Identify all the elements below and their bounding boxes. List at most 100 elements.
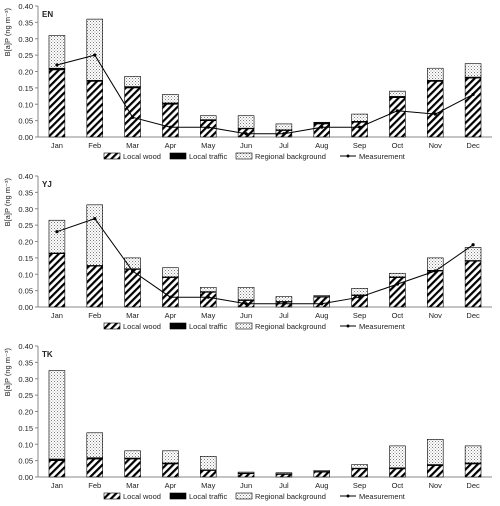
x-tick-label: Mar	[126, 141, 139, 150]
y-tick-label: 0.35	[18, 18, 33, 27]
bar-local-wood	[464, 77, 482, 138]
bar-regional-background	[464, 63, 482, 78]
bar-regional-background	[200, 115, 217, 120]
bar-local-wood	[427, 81, 444, 138]
bar-local-wood	[275, 474, 293, 478]
legend-label: Local traffic	[189, 152, 227, 161]
x-tick-label: Aug	[315, 141, 328, 150]
x-tick-label: Jul	[279, 481, 289, 490]
measurement-line	[56, 54, 474, 135]
bar-local-wood	[86, 458, 103, 478]
bar-regional-background	[313, 470, 330, 472]
bar-local-wood	[313, 296, 330, 308]
bar-regional-background	[237, 287, 255, 301]
bar-regional-background	[86, 432, 103, 458]
measurement-point	[357, 125, 362, 129]
bar-regional-background	[124, 76, 141, 87]
x-tick-label: Nov	[429, 311, 443, 320]
bar-local-wood	[162, 103, 179, 138]
y-axis-label: B[a]P (ng m⁻³)	[3, 177, 12, 226]
x-tick-label: Jun	[240, 311, 252, 320]
bar-local-wood	[237, 473, 255, 478]
bar-regional-background	[464, 445, 482, 464]
y-tick-label: 0.35	[18, 358, 33, 367]
bar-regional-background	[275, 472, 293, 475]
legend-swatch-regional-background	[235, 152, 253, 160]
measurement-point	[55, 230, 59, 234]
x-tick-label: Nov	[429, 141, 443, 150]
bar-local-wood	[48, 460, 66, 478]
bar-regional-background	[86, 204, 103, 266]
bar-local-wood	[200, 291, 217, 308]
bar-local-wood	[200, 120, 217, 138]
bar-regional-background	[275, 296, 293, 302]
bar-regional-background	[313, 121, 330, 124]
bar-local-wood	[86, 81, 103, 138]
y-axis-label: B[a]P (ng m⁻³)	[3, 7, 12, 56]
bar-regional-background	[389, 272, 406, 278]
x-tick-label: Dec	[466, 141, 480, 150]
x-tick-label: Apr	[165, 481, 177, 490]
measurement-point	[168, 125, 173, 129]
bar-regional-background	[48, 219, 66, 254]
bar-regional-background	[237, 471, 255, 474]
measurement-point	[471, 243, 475, 247]
measurement-point	[395, 109, 400, 113]
bar-regional-background	[86, 18, 103, 81]
bar-local-wood	[200, 470, 217, 478]
legend-label: Regional background	[255, 152, 326, 161]
legend-swatch-local-wood	[103, 322, 121, 330]
measurement-point	[471, 92, 475, 97]
panel-title: EN	[42, 10, 53, 19]
x-tick-label: Oct	[392, 481, 405, 490]
measurement-line	[56, 218, 474, 305]
bar-regional-background	[275, 123, 293, 131]
legend-swatch-local-wood	[103, 492, 121, 500]
bar-local-wood	[313, 471, 330, 478]
bar-regional-background	[162, 267, 179, 278]
y-tick-label: 0.15	[18, 84, 33, 93]
y-tick-label: 0.00	[18, 473, 33, 482]
y-tick-label: 0.20	[18, 408, 33, 417]
bar-local-wood	[86, 265, 103, 308]
measurement-point	[320, 302, 324, 306]
x-tick-label: Jan	[51, 311, 63, 320]
y-tick-label: 0.15	[18, 254, 33, 263]
x-tick-label: Dec	[466, 481, 480, 490]
legend-label: Measurement	[359, 322, 406, 331]
bar-regional-background	[427, 439, 444, 465]
y-tick-label: 0.30	[18, 35, 33, 44]
measurement-point	[282, 132, 286, 136]
bar-regional-background	[200, 456, 217, 471]
bar-regional-background	[124, 450, 141, 459]
x-tick-label: Oct	[392, 311, 405, 320]
bar-regional-background	[389, 445, 406, 469]
x-tick-label: Feb	[88, 311, 101, 320]
legend-marker-measurement	[346, 494, 350, 498]
bar-local-wood	[464, 463, 482, 478]
bar-regional-background	[427, 67, 444, 81]
measurement-point	[93, 216, 97, 221]
legend-label: Local wood	[123, 152, 161, 161]
chart-panel-yj: 0.00 0.05 0.10 0.15 0.20 0.25 0.30 0.35 0.40 B[a]…	[3, 172, 492, 331]
x-tick-label: Apr	[165, 311, 177, 320]
y-tick-label: 0.40	[18, 172, 33, 181]
measurement-point	[206, 295, 210, 299]
y-tick-label: 0.05	[18, 287, 33, 296]
legend-swatch-regional-background	[235, 492, 253, 500]
x-tick-label: Dec	[466, 311, 480, 320]
legend-swatch-regional-background	[235, 322, 253, 330]
y-tick-label: 0.15	[18, 424, 33, 433]
measurement-point	[433, 269, 437, 273]
x-tick-label: Jan	[51, 481, 63, 490]
legend-label: Local traffic	[189, 492, 227, 501]
x-tick-label: Feb	[88, 141, 101, 150]
legend-label: Regional background	[255, 322, 326, 331]
x-tick-label: Jan	[51, 141, 63, 150]
measurement-point	[130, 269, 135, 273]
bar-regional-background	[389, 90, 406, 97]
legend-swatch-local-traffic	[169, 322, 187, 330]
y-axis-label: B[a]P (ng m⁻³)	[3, 347, 12, 396]
measurement-point	[244, 302, 248, 306]
